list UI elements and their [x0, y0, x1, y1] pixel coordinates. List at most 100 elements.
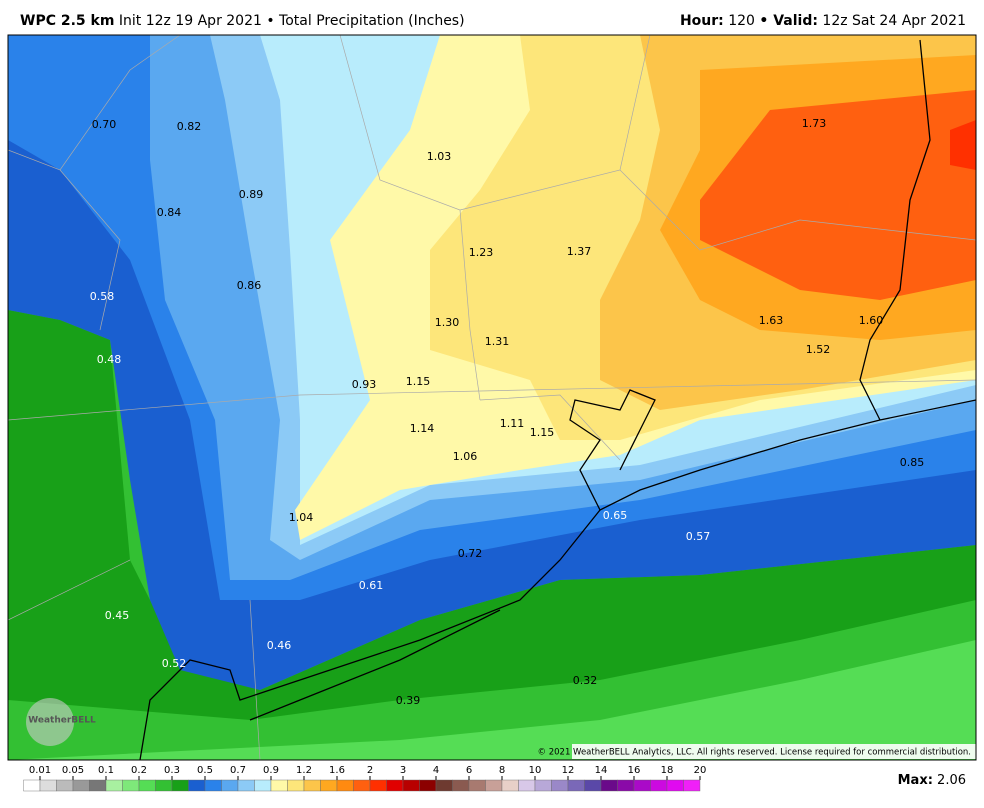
colorbar-swatch: [204, 779, 222, 792]
colorbar-swatch: [369, 779, 387, 792]
max-label: Max:: [898, 773, 933, 788]
header-right: Hour: 120 • Valid: 12z Sat 24 Apr 2021: [680, 13, 966, 29]
map: 0.70 0.82 1.03 1.73 0.89 0.84 1.23 1.37 0.86 0.58…: [8, 35, 976, 760]
map-label: 1.60: [859, 314, 884, 327]
colorbar-swatch: [254, 779, 272, 792]
map-label: 1.37: [567, 245, 592, 258]
map-label: 1.06: [453, 450, 478, 463]
colorbar-swatch: [122, 779, 140, 792]
hour-label: Hour:: [680, 13, 724, 29]
colorbar-swatch: [666, 779, 684, 792]
map-label: 0.45: [105, 609, 130, 622]
colorbar-swatch: [72, 779, 90, 792]
init: Init 12z 19 Apr 2021 • Total Precipitati…: [119, 13, 465, 29]
map-label: 1.04: [289, 511, 314, 524]
map-label: 0.70: [92, 118, 117, 131]
colorbar-swatch: [155, 779, 173, 792]
colorbar-label: 14: [595, 765, 608, 776]
map-label: 0.58: [90, 290, 115, 303]
map-labels: 0.70 0.82 1.03 1.73 0.89 0.84 1.23 1.37 0.86 0.58…: [90, 117, 925, 707]
model: WPC 2.5 km: [20, 13, 114, 29]
band: [950, 120, 976, 170]
map-label: 1.73: [802, 117, 827, 130]
colorbar-label: 20: [694, 765, 707, 776]
colorbar-swatch: [270, 779, 288, 792]
watermark-logo: [26, 698, 74, 746]
map-label: 0.61: [359, 579, 384, 592]
max-value: 2.06: [937, 773, 966, 788]
colorbar-swatch: [551, 779, 569, 792]
colorbar-label: 4: [433, 765, 439, 776]
colorbar-label: 0.7: [230, 765, 246, 776]
county-lines: [8, 35, 976, 760]
coastline: [139, 39, 976, 760]
colorbar-swatch: [237, 779, 255, 792]
colorbar-swatch: [402, 779, 420, 792]
colorbar: 0.01 0.05 0.1 0.2 0.3 0.5 0.7 0.9 1.2 1.6 2 3 4 6 8 10 1…: [23, 765, 707, 792]
map-label: 1.15: [530, 426, 555, 439]
map-label: 1.15: [406, 375, 431, 388]
colorbar-swatch: [138, 779, 156, 792]
colorbar-swatch: [435, 779, 453, 792]
map-label: 0.65: [603, 509, 628, 522]
colorbar-swatch: [221, 779, 239, 792]
hour: 120: [728, 13, 755, 29]
colorbar-swatch: [89, 779, 107, 792]
colorbar-swatch: [452, 779, 470, 792]
colorbar-label: 0.01: [29, 765, 51, 776]
map-frame: [7, 34, 977, 761]
colorbar-swatch: [468, 779, 486, 792]
map-label: 0.57: [686, 530, 711, 543]
colorbar-swatch: [105, 779, 123, 792]
colorbar-label: 3: [400, 765, 406, 776]
map-label: 1.11: [500, 417, 525, 430]
colorbar-swatch: [386, 779, 404, 792]
colorbar-label: 1.2: [296, 765, 312, 776]
colorbar-swatch: [419, 779, 437, 792]
colorbar-label: 8: [499, 765, 505, 776]
map-label: 1.63: [759, 314, 784, 327]
colorbar-swatch: [633, 779, 651, 792]
map-label: 0.86: [237, 279, 262, 292]
colorbar-label: 6: [466, 765, 472, 776]
band: [8, 310, 976, 720]
colorbar-label: 2: [367, 765, 373, 776]
band: [700, 90, 976, 300]
colorbar-label: 18: [661, 765, 674, 776]
colorbar-swatch: [650, 779, 668, 792]
colorbar-swatch: [303, 779, 321, 792]
colorbar-swatch: [336, 779, 354, 792]
colorbar-swatch: [188, 779, 206, 792]
colorbar-swatch: [56, 779, 74, 792]
map-label: 1.31: [485, 335, 510, 348]
colorbar-label: 0.2: [131, 765, 147, 776]
colorbar-swatch: [171, 779, 189, 792]
colorbar-swatch: [584, 779, 602, 792]
map-label: 0.85: [900, 456, 925, 469]
map-label: 1.23: [469, 246, 494, 259]
colorbar-swatch: [39, 779, 57, 792]
colorbar-swatch: [518, 779, 536, 792]
map-label: 0.46: [267, 639, 292, 652]
map-label: 1.14: [410, 422, 435, 435]
map-label: 0.89: [239, 188, 264, 201]
colorbar-label: 16: [628, 765, 641, 776]
colorbar-swatch: [567, 779, 585, 792]
colorbar-label: 0.5: [197, 765, 213, 776]
valid-label: • Valid:: [759, 13, 818, 29]
colorbar-label: 1.6: [329, 765, 345, 776]
colorbar-swatch: [534, 779, 552, 792]
colorbar-swatch: [501, 779, 519, 792]
colorbar-swatch: [485, 779, 503, 792]
map-label: 0.72: [458, 547, 483, 560]
map-label: 0.48: [97, 353, 122, 366]
map-label: 0.84: [157, 206, 182, 219]
colorbar-swatch: [287, 779, 305, 792]
map-label: 1.30: [435, 316, 460, 329]
map-label: 0.52: [162, 657, 187, 670]
watermark: WeatherBELL: [28, 716, 96, 726]
map-label: 1.52: [806, 343, 831, 356]
map-label: 0.39: [396, 694, 421, 707]
